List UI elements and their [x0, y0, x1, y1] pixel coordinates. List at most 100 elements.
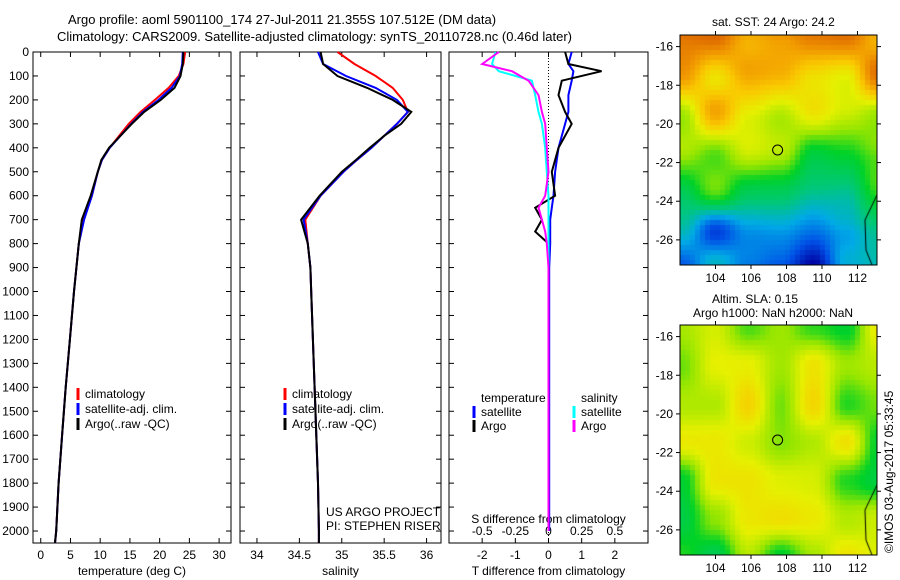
- x-tick-label: 5: [67, 548, 74, 562]
- y-tick-label: 1800: [2, 476, 29, 490]
- series-line-satellite-adj-clim-: [302, 51, 410, 543]
- map-x-tick-label: 110: [812, 271, 831, 285]
- y-tick-label: 1500: [2, 404, 29, 418]
- x-tick-label: 15: [123, 548, 137, 562]
- title-line-1: Argo profile: aoml 5901100_174 27-Jul-20…: [68, 12, 497, 27]
- sla-map-title-1: Altim. SLA: 0.15: [712, 292, 799, 306]
- y-tick-label: 0: [22, 45, 29, 59]
- x-tick-label: -2: [477, 548, 488, 562]
- map-y-tick-label: -26: [656, 523, 674, 537]
- map-x-tick-label: 104: [705, 271, 725, 285]
- x-axis-label: salinity: [322, 564, 359, 578]
- map-y-tick-label: -16: [656, 330, 674, 344]
- s-tick-label: 0: [545, 524, 552, 538]
- series-line-salinity-argo: [479, 51, 550, 531]
- y-tick-label: 1200: [2, 332, 29, 346]
- series-line-salinity-satellite: [490, 51, 550, 531]
- plot-frame-0: [32, 51, 232, 544]
- map-x-tick-label: 106: [741, 271, 761, 285]
- y-tick-label: 100: [9, 69, 29, 83]
- y-tick-label: 1000: [2, 285, 29, 299]
- legend-label: satellite: [581, 405, 622, 419]
- x-tick-label: 34: [250, 548, 264, 562]
- legend-label: Argo: [581, 419, 607, 433]
- annotation: PI: STEPHEN RISER: [326, 519, 441, 533]
- legend-label: satellite-adj. clim.: [85, 402, 177, 416]
- x-tick-label: 0: [37, 548, 44, 562]
- map-x-tick-label: 108: [776, 561, 796, 575]
- legend-label: climatology: [292, 387, 352, 401]
- s-axis-label: S difference from climatology: [471, 512, 626, 526]
- x-tick-label: -1: [510, 548, 521, 562]
- y-tick-label: 1900: [2, 500, 29, 514]
- map-x-tick-label: 110: [812, 561, 831, 575]
- series-line-climatology: [54, 51, 187, 544]
- x-axis-label: T difference from climatology: [472, 564, 626, 578]
- x-axis-label: temperature (deg C): [78, 564, 186, 578]
- y-tick-label: 1100: [3, 308, 29, 322]
- series-line-climatology: [304, 51, 410, 543]
- map-x-tick-label: 104: [705, 561, 725, 575]
- map-y-tick-label: -22: [656, 156, 674, 170]
- x-tick-label: 0: [545, 548, 552, 562]
- x-tick-label: 36: [420, 548, 434, 562]
- sst-map: [680, 35, 877, 265]
- legend-label: climatology: [85, 387, 145, 401]
- map-y-tick-label: -16: [656, 40, 674, 54]
- map-y-tick-label: -18: [656, 78, 674, 92]
- x-tick-label: 35: [335, 548, 349, 562]
- imos-credit: ©IMOS 03-Aug-2017 05:33:45: [882, 390, 896, 553]
- legend-label: Argo(..raw -QC): [85, 417, 170, 431]
- legend-label: satellite: [481, 405, 522, 419]
- x-tick-label: 20: [153, 548, 167, 562]
- s-tick-label: -0.5: [472, 524, 493, 538]
- x-tick-label: 1: [578, 548, 585, 562]
- map-y-tick-label: -26: [656, 233, 674, 247]
- series-line-satellite-adj-clim-: [54, 51, 184, 544]
- y-tick-label: 500: [9, 165, 29, 179]
- y-tick-label: 700: [9, 213, 29, 227]
- s-tick-label: 0.5: [606, 524, 623, 538]
- y-tick-label: 1600: [2, 428, 29, 442]
- map-y-tick-label: -20: [656, 407, 674, 421]
- series-line-argo-raw-qc-: [54, 51, 185, 544]
- s-tick-label: 0.25: [570, 524, 594, 538]
- x-tick-label: 34.5: [288, 548, 312, 562]
- map-y-tick-label: -24: [656, 484, 674, 498]
- x-tick-label: 2: [611, 548, 618, 562]
- sla-map: [680, 325, 877, 555]
- y-tick-label: 200: [9, 93, 29, 107]
- legend-label: Argo: [481, 419, 507, 433]
- series-line-argo-raw-qc-: [300, 51, 413, 543]
- y-tick-label: 1300: [2, 356, 29, 370]
- y-tick-label: 400: [9, 141, 29, 155]
- y-tick-label: 900: [9, 261, 29, 275]
- sla-map-title-2: Argo h1000: NaN h2000: NaN: [693, 306, 854, 320]
- map-y-tick-label: -24: [656, 194, 674, 208]
- plot-frame-2: [448, 51, 649, 544]
- annotation: US ARGO PROJECT: [326, 505, 441, 519]
- legend-header: temperature: [481, 391, 546, 405]
- y-tick-label: 1400: [2, 380, 29, 394]
- y-tick-label: 2000: [2, 524, 29, 538]
- x-tick-label: 35.5: [372, 548, 396, 562]
- legend-label: Argo(..raw -QC): [292, 417, 377, 431]
- y-tick-label: 800: [9, 237, 29, 251]
- x-tick-label: 10: [94, 548, 108, 562]
- legend-header: salinity: [581, 391, 618, 405]
- map-x-tick-label: 108: [776, 271, 796, 285]
- y-tick-label: 1700: [2, 452, 29, 466]
- s-tick-label: -0.25: [502, 524, 530, 538]
- map-x-tick-label: 106: [741, 561, 761, 575]
- map-x-tick-label: 112: [848, 561, 867, 575]
- legend-label: satellite-adj. clim.: [292, 402, 384, 416]
- y-tick-label: 600: [9, 189, 29, 203]
- series-line-temperature-satellite: [548, 51, 575, 531]
- map-y-tick-label: -18: [656, 368, 674, 382]
- series-line-temperature-argo: [533, 51, 602, 531]
- map-x-tick-label: 112: [848, 271, 867, 285]
- title-line-2: Climatology: CARS2009. Satellite-adjuste…: [57, 29, 572, 44]
- x-tick-label: 30: [212, 548, 226, 562]
- map-y-tick-label: -22: [656, 446, 674, 460]
- x-tick-label: 25: [183, 548, 197, 562]
